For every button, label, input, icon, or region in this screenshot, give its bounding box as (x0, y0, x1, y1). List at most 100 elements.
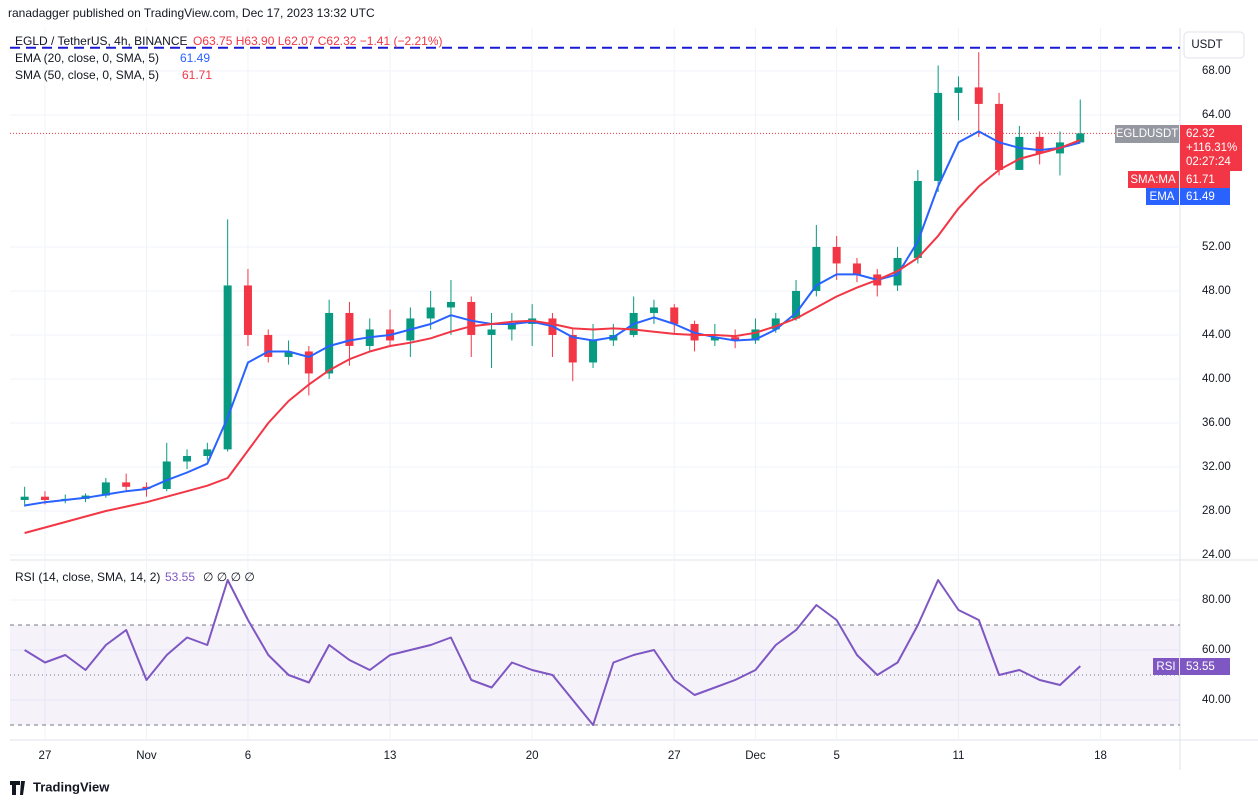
candle-body (487, 329, 496, 335)
currency-button[interactable] (1183, 31, 1245, 59)
candle-body (954, 87, 963, 93)
candle-body (345, 312, 354, 346)
candle-body (812, 246, 821, 291)
candle-body (751, 329, 760, 341)
sma-tag-value: 61.71 (1186, 174, 1215, 186)
y-tick-label: 48.00 (1202, 285, 1231, 297)
ticker: EGLDUSDT (1116, 128, 1179, 140)
x-tick-label: 27 (39, 750, 52, 762)
candle-body (467, 301, 476, 335)
x-tick-label: 5 (833, 750, 839, 762)
candle-body (771, 318, 780, 330)
candle-body (1076, 133, 1085, 143)
change: +116.31% (1186, 142, 1237, 154)
last-price: 62.32 (1186, 128, 1215, 140)
ma-line (24, 139, 1081, 534)
y-tick-label: 24.00 (1202, 549, 1231, 561)
y-tick-label: 40.00 (1202, 373, 1231, 385)
footer: TradingView (33, 779, 110, 794)
candle-body (20, 496, 29, 500)
ema-tag-box (1180, 188, 1230, 205)
candle-body (792, 290, 801, 319)
y-tick-label: 36.00 (1202, 417, 1231, 429)
ema-tag-value: 61.49 (1186, 191, 1215, 203)
candle-body (264, 334, 273, 357)
candle-body (710, 337, 719, 341)
x-tick-label: Nov (136, 750, 157, 762)
candle-body (974, 87, 983, 104)
candle-body (325, 312, 334, 374)
candle-body (913, 180, 922, 258)
x-tick-label: 27 (668, 750, 681, 762)
rsi-legend: RSI (14, close, SMA, 14, 2) (15, 570, 160, 584)
candle-body (731, 337, 740, 341)
sma-value: 61.71 (182, 68, 212, 82)
candle-body (446, 301, 455, 308)
ema-tag (1146, 188, 1179, 205)
candle-body (142, 486, 151, 489)
x-tick-label: Dec (745, 750, 766, 762)
rsi-tag-box (1180, 658, 1230, 675)
logo (10, 781, 25, 795)
rsi-tick-label: 80.00 (1202, 594, 1231, 606)
ma-line (24, 130, 1081, 507)
x-tick-label: 6 (245, 750, 251, 762)
candle-body (670, 307, 679, 324)
candle-body (589, 340, 598, 363)
rsi-tag (1153, 658, 1179, 675)
candle-body (284, 351, 293, 357)
rsi-extra: ∅ ∅ ∅ ∅ (203, 570, 255, 584)
y-tick-label: 64.00 (1202, 109, 1231, 121)
ema-legend: EMA (20, close, 0, SMA, 5) (15, 51, 159, 65)
rsi-tick-label: 60.00 (1202, 644, 1231, 656)
y-tick-label: 44.00 (1202, 329, 1231, 341)
rsi-tag-label: RSI (1156, 661, 1175, 673)
candle-body (183, 455, 192, 462)
candle-body (1035, 136, 1044, 154)
candle-body (852, 263, 861, 275)
candle-body (507, 323, 516, 330)
candle-body (426, 307, 435, 319)
symbol: EGLD / TetherUS, 4h, BINANCE (15, 34, 188, 48)
y-tick-label: 28.00 (1202, 505, 1231, 517)
sma-tag-box (1180, 171, 1230, 188)
candle-body (223, 285, 232, 450)
ema-tag-label: EMA (1150, 191, 1175, 203)
candle-body (832, 246, 841, 264)
countdown: 02:27:24 (1186, 156, 1231, 168)
ticker-tag (1115, 125, 1179, 143)
sma-legend: SMA (50, close, 0, SMA, 5) (15, 68, 159, 82)
candle-body (203, 449, 212, 456)
x-tick-label: 13 (384, 750, 397, 762)
y-tick-label: 32.00 (1202, 461, 1231, 473)
ema-value: 61.49 (180, 51, 210, 65)
ohlc: O63.75 H63.90 L62.07 C62.32 −1.41 (−2.21… (193, 34, 443, 48)
x-tick-label: 11 (952, 750, 964, 762)
candle-body (568, 334, 577, 363)
x-tick-label: 18 (1094, 750, 1107, 762)
rsi-tick-label: 40.00 (1202, 694, 1231, 706)
candle-body (995, 103, 1004, 170)
candle-body (934, 92, 943, 181)
sma-tag (1128, 171, 1179, 188)
publisher: ranadagger published on TradingView.com,… (8, 6, 375, 20)
candle-body (304, 351, 313, 374)
currency: USDT (1191, 39, 1222, 51)
y-tick-label: 68.00 (1202, 65, 1231, 77)
rsi-line (24, 579, 1081, 726)
y-tick-label: 52.00 (1202, 241, 1231, 253)
candle-body (40, 496, 49, 500)
rsi-value: 53.55 (165, 570, 195, 584)
candle-body (162, 461, 171, 489)
candle-body (649, 307, 658, 313)
candle-body (101, 482, 110, 496)
rsi-tag-value: 53.55 (1186, 661, 1215, 673)
candle-body (1015, 136, 1024, 170)
price-tag (1180, 125, 1242, 171)
sma-tag-label: SMA:MA (1130, 174, 1176, 186)
candle-body (243, 285, 252, 335)
candle-body (122, 482, 131, 487)
x-tick-label: 20 (526, 750, 539, 762)
